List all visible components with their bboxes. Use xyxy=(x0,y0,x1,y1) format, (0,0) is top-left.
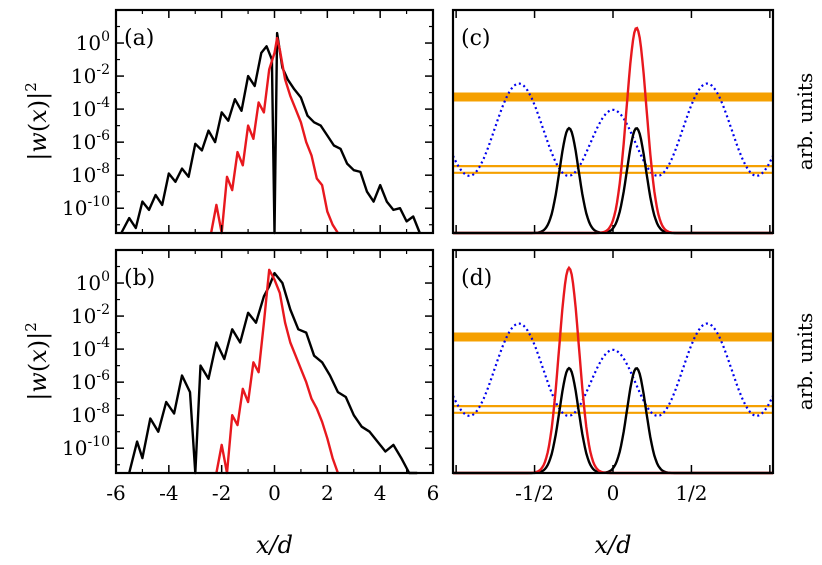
x-tick-label: 6 xyxy=(427,481,440,505)
series-black-double-peak-panel-d xyxy=(453,366,773,475)
x-tick-label: 0 xyxy=(607,481,620,505)
x-tick-label: 4 xyxy=(374,481,387,505)
x-tick-label: -1/2 xyxy=(515,481,554,505)
x-axis-title-d: x/d xyxy=(595,531,632,559)
y-tick-label: 10-10 xyxy=(62,434,110,460)
series-black-panel-a xyxy=(120,31,421,235)
panel-label-c: (c) xyxy=(461,26,491,51)
x-axis-title-b: x/d xyxy=(256,531,293,559)
y-tick-label: 10-8 xyxy=(71,161,110,187)
y-tick-label: 10-6 xyxy=(71,368,110,394)
panel-b xyxy=(128,268,418,475)
y-axis-title-b: |w(x)|2 xyxy=(22,322,53,401)
panel-label-d: (d) xyxy=(461,266,492,291)
panel-frame-a xyxy=(114,8,435,235)
y-tick-label: 10-2 xyxy=(71,302,110,328)
y-tick-label: 10-10 xyxy=(62,194,110,220)
y-tick-label: 10-2 xyxy=(71,62,110,88)
x-tick-label: -2 xyxy=(212,481,231,505)
series-blue-dotted-panel-d xyxy=(452,322,774,417)
side-label-d: arb. units xyxy=(793,313,817,410)
panel-frame-d xyxy=(451,248,775,475)
x-tick-label: -6 xyxy=(106,481,125,505)
x-tick-label: -4 xyxy=(159,481,178,505)
x-tick-label: 2 xyxy=(321,481,334,505)
series-red-panel-b xyxy=(215,268,340,475)
series-blue-dotted-panel-c xyxy=(452,82,774,177)
y-axis-title-a: |w(x)|2 xyxy=(22,82,53,161)
y-tick-label: 10-4 xyxy=(71,335,110,361)
panel-a xyxy=(120,31,421,235)
y-tick-label: 100 xyxy=(76,269,110,295)
panel-frame-c xyxy=(451,8,775,235)
series-red-peak-panel-c xyxy=(453,26,773,235)
series-black-panel-b xyxy=(128,271,418,475)
y-tick-label: 10-4 xyxy=(71,95,110,121)
series-red-panel-a xyxy=(209,36,339,235)
panel-label-a: (a) xyxy=(124,26,154,51)
x-tick-label: 1/2 xyxy=(675,481,707,505)
panel-frame-b xyxy=(114,248,435,475)
panel-d xyxy=(452,265,774,475)
x-tick-label: 0 xyxy=(268,481,281,505)
y-tick-label: 100 xyxy=(76,29,110,55)
side-label-c: arb. units xyxy=(793,73,817,170)
y-tick-label: 10-8 xyxy=(71,401,110,427)
y-tick-label: 10-6 xyxy=(71,128,110,154)
panel-label-b: (b) xyxy=(124,266,155,291)
panel-c xyxy=(452,26,774,235)
series-red-peak-panel-d xyxy=(453,265,773,475)
